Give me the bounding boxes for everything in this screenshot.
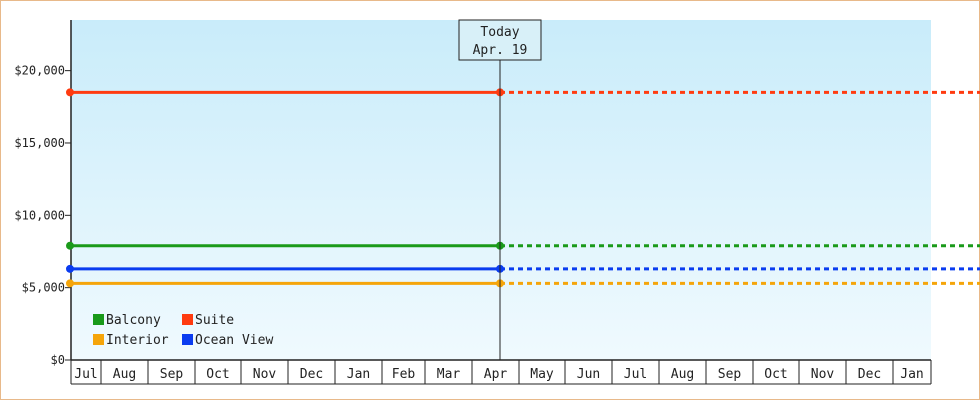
- series-point-start: [66, 88, 74, 97]
- y-tick-label: $10,000: [14, 208, 65, 222]
- y-tick-label: $20,000: [14, 64, 65, 78]
- series-point-start: [66, 279, 74, 288]
- today-label: Today: [480, 25, 519, 40]
- legend-label: Suite: [195, 313, 234, 328]
- x-tick-label: Jan: [347, 367, 370, 382]
- x-tick-label: Aug: [113, 367, 136, 382]
- y-tick-label: $15,000: [14, 136, 65, 150]
- x-tick-label: Jan: [900, 367, 923, 382]
- x-tick-label: Nov: [253, 367, 277, 382]
- x-tick-label: Sep: [718, 367, 742, 382]
- series-point-start: [66, 264, 74, 273]
- x-tick-label: Dec: [300, 367, 323, 382]
- plot-background: [71, 20, 931, 360]
- legend-swatch: [182, 314, 193, 325]
- x-tick-label: Sep: [160, 367, 184, 382]
- x-tick-label: Jun: [577, 367, 600, 382]
- x-tick-label: Oct: [764, 367, 787, 382]
- x-tick-label: Apr: [484, 367, 508, 382]
- today-label-box: [458, 19, 542, 61]
- series-lines: [66, 88, 980, 288]
- x-tick-label: Nov: [811, 367, 835, 382]
- x-tick-label: Mar: [437, 367, 461, 382]
- y-tick-label: $0: [51, 353, 65, 367]
- x-tick-label: Aug: [671, 367, 694, 382]
- today-marker: Today Apr. 19: [458, 19, 542, 360]
- legend-label: Balcony: [106, 313, 161, 328]
- today-date-label: Apr. 19: [473, 43, 528, 58]
- legend-swatch: [93, 334, 104, 345]
- x-tick-label: Dec: [858, 367, 881, 382]
- series-point-start: [66, 241, 74, 250]
- legend-swatch: [182, 334, 193, 345]
- x-tick-label: Jul: [624, 367, 647, 382]
- x-tick-label: Feb: [392, 367, 416, 382]
- legend: Balcony Suite Interior Ocean View: [93, 313, 273, 348]
- x-tick-label: Jul: [74, 367, 97, 382]
- legend-label: Ocean View: [195, 333, 273, 348]
- x-tick-label: May: [530, 367, 554, 382]
- legend-label: Interior: [106, 333, 169, 348]
- axes: $0 $5,000 $10,000 $15,000 $20,000 Jul Aug Sep Oc…: [14, 20, 932, 385]
- legend-swatch: [93, 314, 104, 325]
- y-tick-label: $5,000: [22, 281, 65, 295]
- x-tick-label: Oct: [206, 367, 229, 382]
